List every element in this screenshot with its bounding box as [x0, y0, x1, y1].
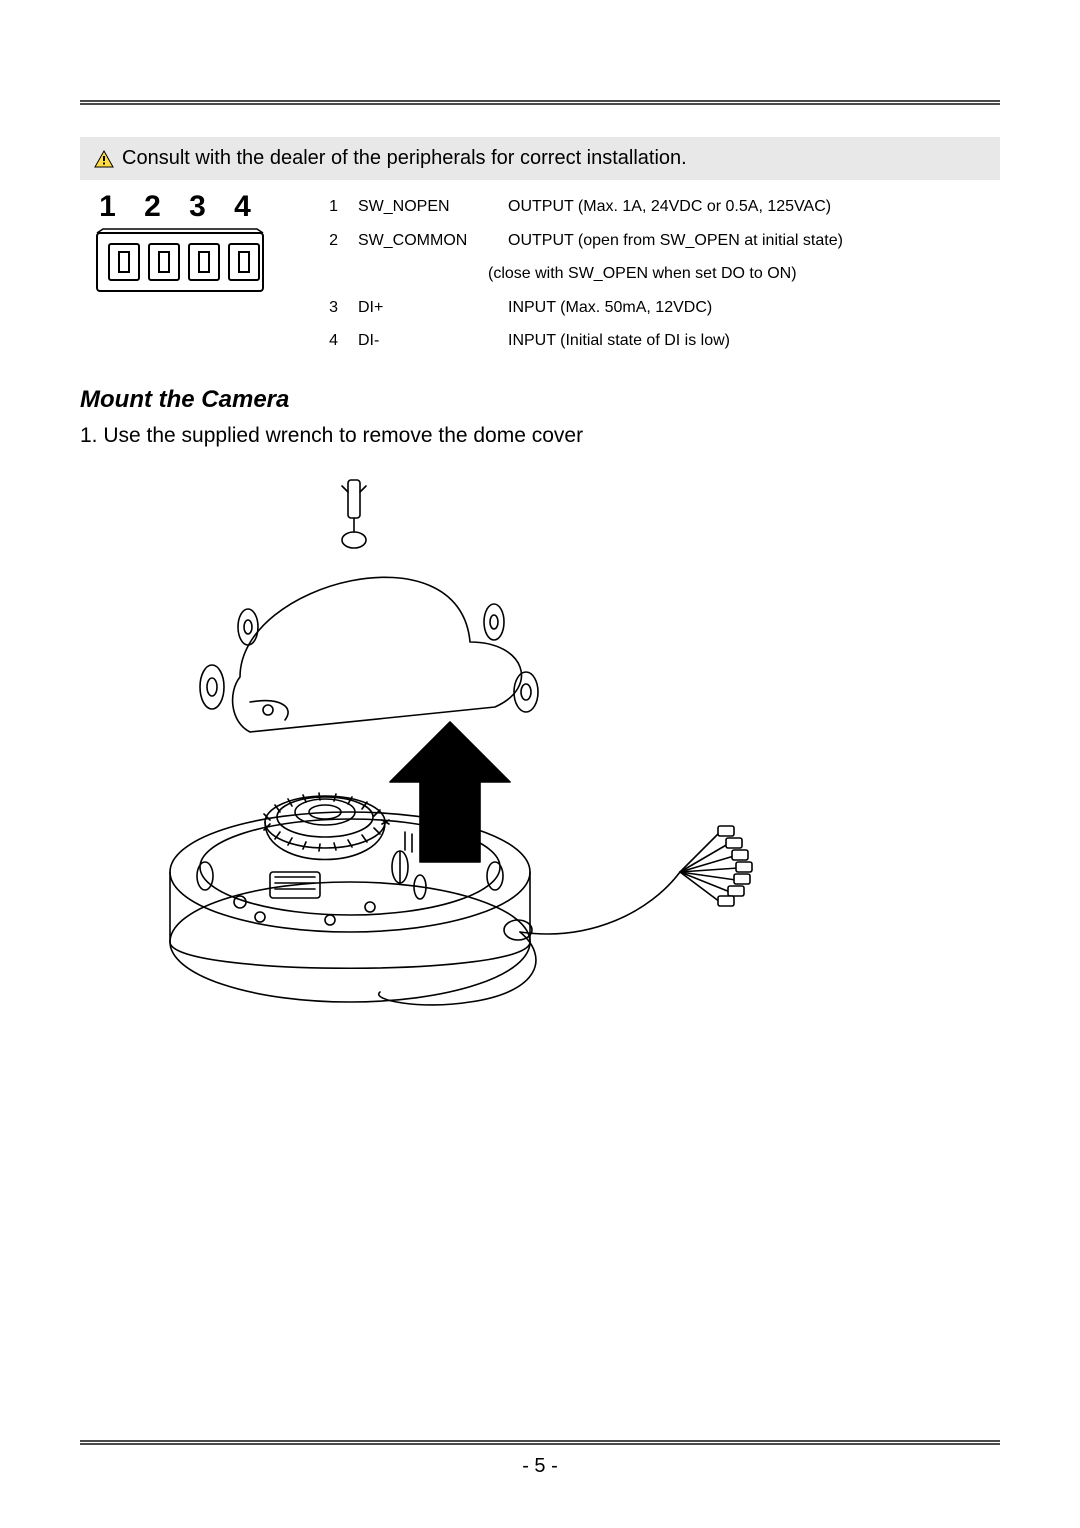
- step-text: 1. Use the supplied wrench to remove the…: [80, 424, 1000, 448]
- camera-illustration: [120, 472, 760, 1037]
- table-row: (close with SW_OPEN when set DO to ON): [320, 257, 1000, 291]
- table-row: 3 DI+ INPUT (Max. 50mA, 12VDC): [320, 291, 1000, 325]
- connector-icon: [95, 228, 265, 298]
- pin-name: DI-: [358, 324, 488, 358]
- pin-section: 1 2 3 4 1 SW_NOPEN O: [80, 186, 1000, 358]
- pin-number: 3: [320, 291, 338, 325]
- table-row: 2 SW_COMMON OUTPUT (open from SW_OPEN at…: [320, 224, 1000, 258]
- section-heading: Mount the Camera: [80, 386, 1000, 414]
- pin-table: 1 SW_NOPEN OUTPUT (Max. 1A, 24VDC or 0.5…: [320, 186, 1000, 358]
- pin-name: SW_NOPEN: [358, 190, 488, 224]
- pin-number: 4: [320, 324, 338, 358]
- pin-desc: INPUT (Max. 50mA, 12VDC): [508, 291, 1000, 325]
- top-rule: [80, 100, 1000, 105]
- pin-name: SW_COMMON: [358, 224, 488, 258]
- pin-desc: OUTPUT (open from SW_OPEN at initial sta…: [508, 224, 1000, 258]
- table-row: 1 SW_NOPEN OUTPUT (Max. 1A, 24VDC or 0.5…: [320, 190, 1000, 224]
- pin-desc: INPUT (Initial state of DI is low): [508, 324, 1000, 358]
- warning-callout: Consult with the dealer of the periphera…: [80, 137, 1000, 180]
- pin-desc: (close with SW_OPEN when set DO to ON): [320, 257, 1000, 291]
- table-row: 4 DI- INPUT (Initial state of DI is low): [320, 324, 1000, 358]
- connector-diagram: 1 2 3 4: [80, 186, 280, 358]
- warning-icon: [94, 150, 114, 168]
- pin-desc: OUTPUT (Max. 1A, 24VDC or 0.5A, 125VAC): [508, 190, 1000, 224]
- warning-text: Consult with the dealer of the periphera…: [122, 147, 687, 170]
- pin-number: 2: [320, 224, 338, 258]
- bottom-rule: [80, 1440, 1000, 1445]
- pin-number: 1: [320, 190, 338, 224]
- pin-name: DI+: [358, 291, 488, 325]
- connector-labels: 1 2 3 4: [80, 190, 280, 224]
- page-number: - 5 -: [80, 1455, 1000, 1478]
